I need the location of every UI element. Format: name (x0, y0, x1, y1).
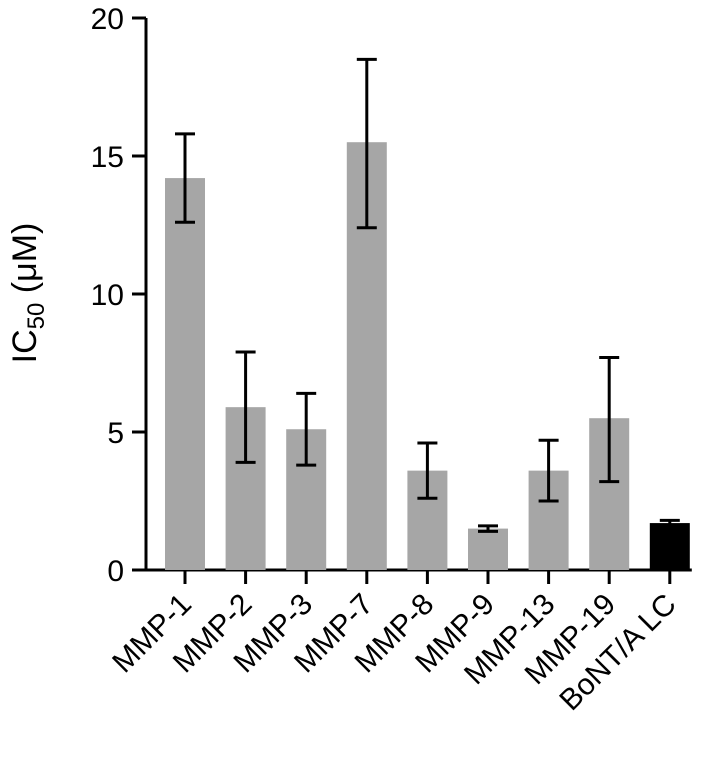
bar (468, 528, 508, 570)
y-axis-title-subscript: 50 (23, 303, 50, 330)
y-axis-title-unit: (μM) (6, 223, 44, 303)
x-axis (146, 568, 692, 584)
y-tick-label: 0 (107, 555, 124, 588)
error-bars-group (175, 57, 680, 533)
y-tick-label: 10 (91, 279, 124, 312)
y-tick-label: 5 (107, 417, 124, 450)
bar (649, 523, 690, 570)
category-labels-group: MMP-1MMP-2MMP-3MMP-7MMP-8MMP-9MMP-13MMP-… (106, 588, 682, 717)
y-tick-label: 20 (91, 3, 124, 36)
y-tick-label: 15 (91, 141, 124, 174)
y-axis-title: IC50 (μM) (6, 223, 50, 364)
bar (165, 178, 205, 570)
y-axis-title-main: IC (6, 329, 44, 363)
y-axis: 0 5 10 15 20 (91, 3, 148, 588)
